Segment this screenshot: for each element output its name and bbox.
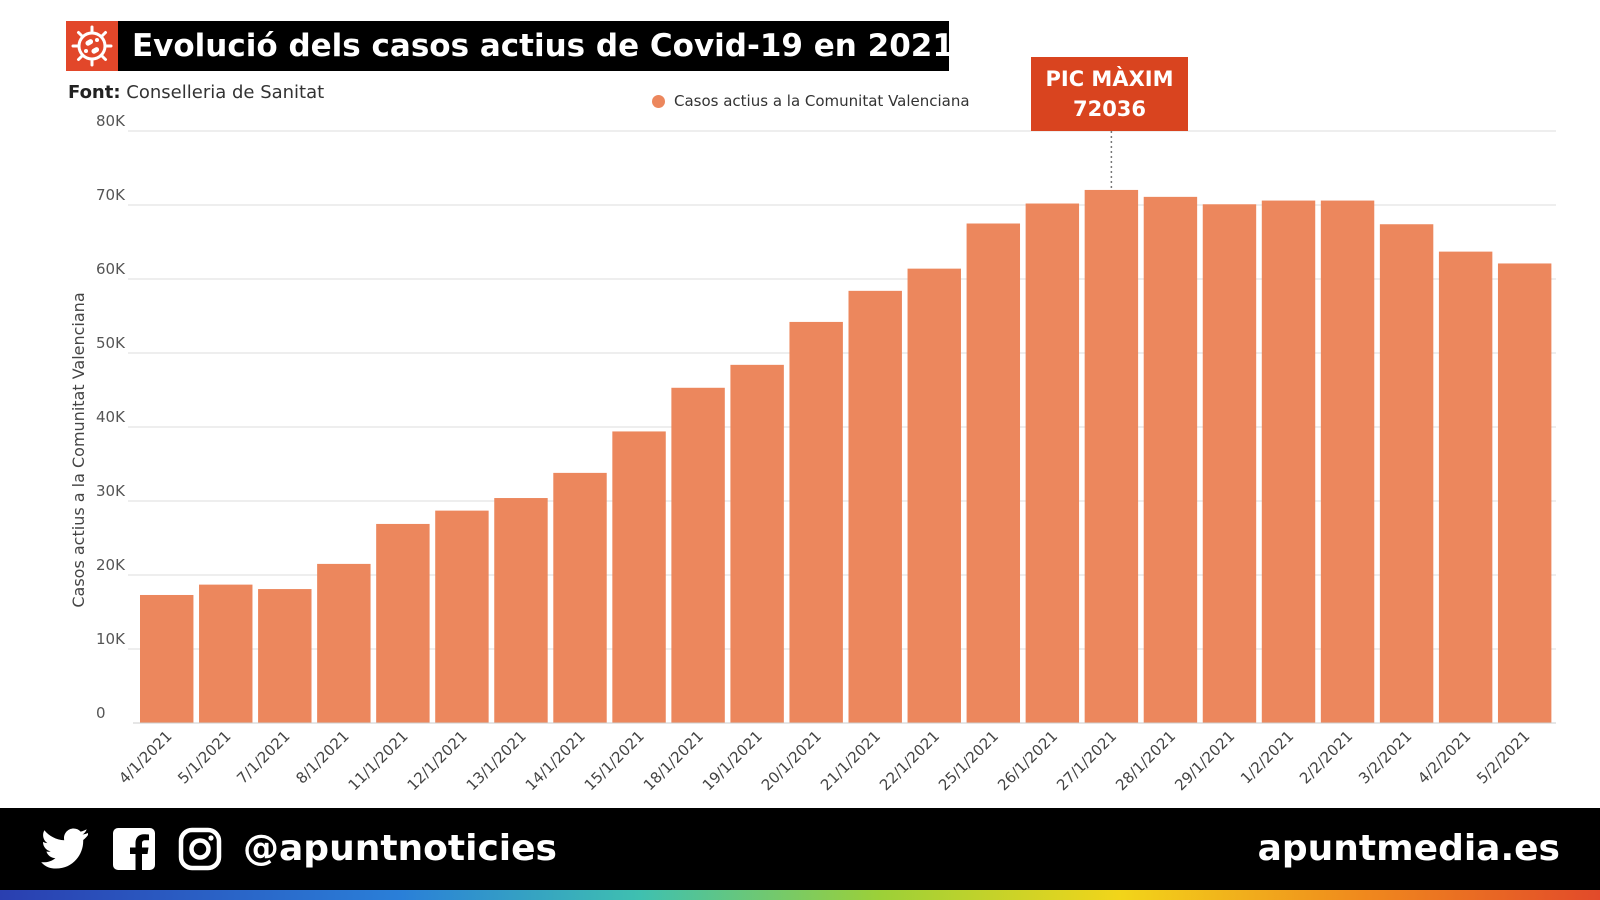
x-tick-label: 4/1/2021 <box>115 727 175 787</box>
twitter-icon[interactable] <box>40 827 90 871</box>
bar <box>1025 203 1080 723</box>
x-tick-label: 5/2/2021 <box>1473 727 1533 787</box>
title-bar: Evolució dels casos actius de Covid-19 e… <box>66 21 954 71</box>
x-tick-label: 25/1/2021 <box>935 727 1002 794</box>
x-tick-label: 3/2/2021 <box>1355 727 1415 787</box>
source-value: Conselleria de Sanitat <box>126 82 325 103</box>
y-tick-label: 30K <box>96 482 126 500</box>
x-tick-label: 15/1/2021 <box>581 727 648 794</box>
x-tick-label: 11/1/2021 <box>345 727 412 794</box>
x-tick-label: 19/1/2021 <box>699 727 766 794</box>
bar <box>494 498 548 723</box>
bar <box>612 431 666 723</box>
y-tick-label: 10K <box>96 630 126 648</box>
x-tick-label: 1/2/2021 <box>1237 727 1297 787</box>
bar <box>140 594 194 723</box>
y-tick-label: 50K <box>96 334 126 352</box>
website-link[interactable]: apuntmedia.es <box>1257 828 1560 869</box>
y-tick-label: 60K <box>96 260 126 278</box>
bar <box>671 387 725 723</box>
legend: Casos actius a la Comunitat Valenciana <box>652 92 970 110</box>
chart-title: Evolució dels casos actius de Covid-19 e… <box>132 28 954 64</box>
social-handle[interactable]: @apuntnoticies <box>243 828 557 869</box>
instagram-icon[interactable] <box>178 827 222 871</box>
x-tick-label: 27/1/2021 <box>1053 727 1120 794</box>
bar <box>966 223 1021 723</box>
y-tick-label: 20K <box>96 556 126 574</box>
bar <box>317 563 371 723</box>
bar <box>1379 224 1434 724</box>
x-tick-label: 5/1/2021 <box>174 727 234 787</box>
y-tick-label: 0 <box>96 704 106 722</box>
virus-icon <box>66 21 118 71</box>
x-tick-label: 12/1/2021 <box>404 727 471 794</box>
x-tick-label: 26/1/2021 <box>994 727 1061 794</box>
y-tick-label: 40K <box>96 408 126 426</box>
x-tick-label: 22/1/2021 <box>876 727 943 794</box>
peak-label: PIC MÀXIM <box>1045 67 1174 91</box>
y-tick-label: 70K <box>96 186 126 204</box>
x-tick-label: 20/1/2021 <box>758 727 825 794</box>
footer: @apuntnoticies apuntmedia.es <box>0 808 1600 890</box>
x-tick-label: 18/1/2021 <box>640 727 707 794</box>
legend-swatch <box>652 94 665 108</box>
y-axis-label: Casos actius a la Comunitat Valenciana <box>69 292 88 607</box>
bar <box>1438 251 1493 723</box>
bar <box>199 584 253 723</box>
x-tick-label: 14/1/2021 <box>522 727 589 794</box>
bar <box>435 510 489 723</box>
bar <box>1084 189 1139 723</box>
x-tick-label: 4/2/2021 <box>1414 727 1474 787</box>
bar <box>1261 200 1316 723</box>
x-tick-label: 29/1/2021 <box>1171 727 1238 794</box>
x-tick-label: 21/1/2021 <box>817 727 884 794</box>
bar <box>1143 196 1198 724</box>
y-tick-label: 80K <box>96 112 126 130</box>
facebook-icon[interactable] <box>112 827 156 871</box>
bar <box>1202 204 1257 723</box>
bar-chart: 0 10K 20K 30K 40K 50K 60K 70K 80K Casos actius a … <box>69 112 1556 794</box>
peak-value: 72036 <box>1072 97 1147 121</box>
bar <box>730 364 784 723</box>
bar <box>258 589 312 723</box>
bar <box>553 472 607 723</box>
rainbow-stripe <box>0 890 1600 900</box>
bar <box>789 321 843 723</box>
x-tick-label: 2/2/2021 <box>1296 727 1356 787</box>
x-tick-label: 8/1/2021 <box>292 727 352 787</box>
x-tick-label: 13/1/2021 <box>463 727 530 794</box>
bar <box>848 290 902 723</box>
bar <box>376 523 430 723</box>
legend-label: Casos actius a la Comunitat Valenciana <box>674 92 970 110</box>
x-tick-label: 7/1/2021 <box>233 727 293 787</box>
bar <box>907 268 961 723</box>
source-label: Font: <box>68 82 121 103</box>
x-tick-label: 28/1/2021 <box>1112 727 1179 794</box>
bar <box>1320 200 1375 723</box>
bar <box>1497 263 1552 723</box>
source-line: Font: Conselleria de Sanitat <box>68 82 324 103</box>
peak-annotation: PIC MÀXIM 72036 <box>1031 57 1188 131</box>
